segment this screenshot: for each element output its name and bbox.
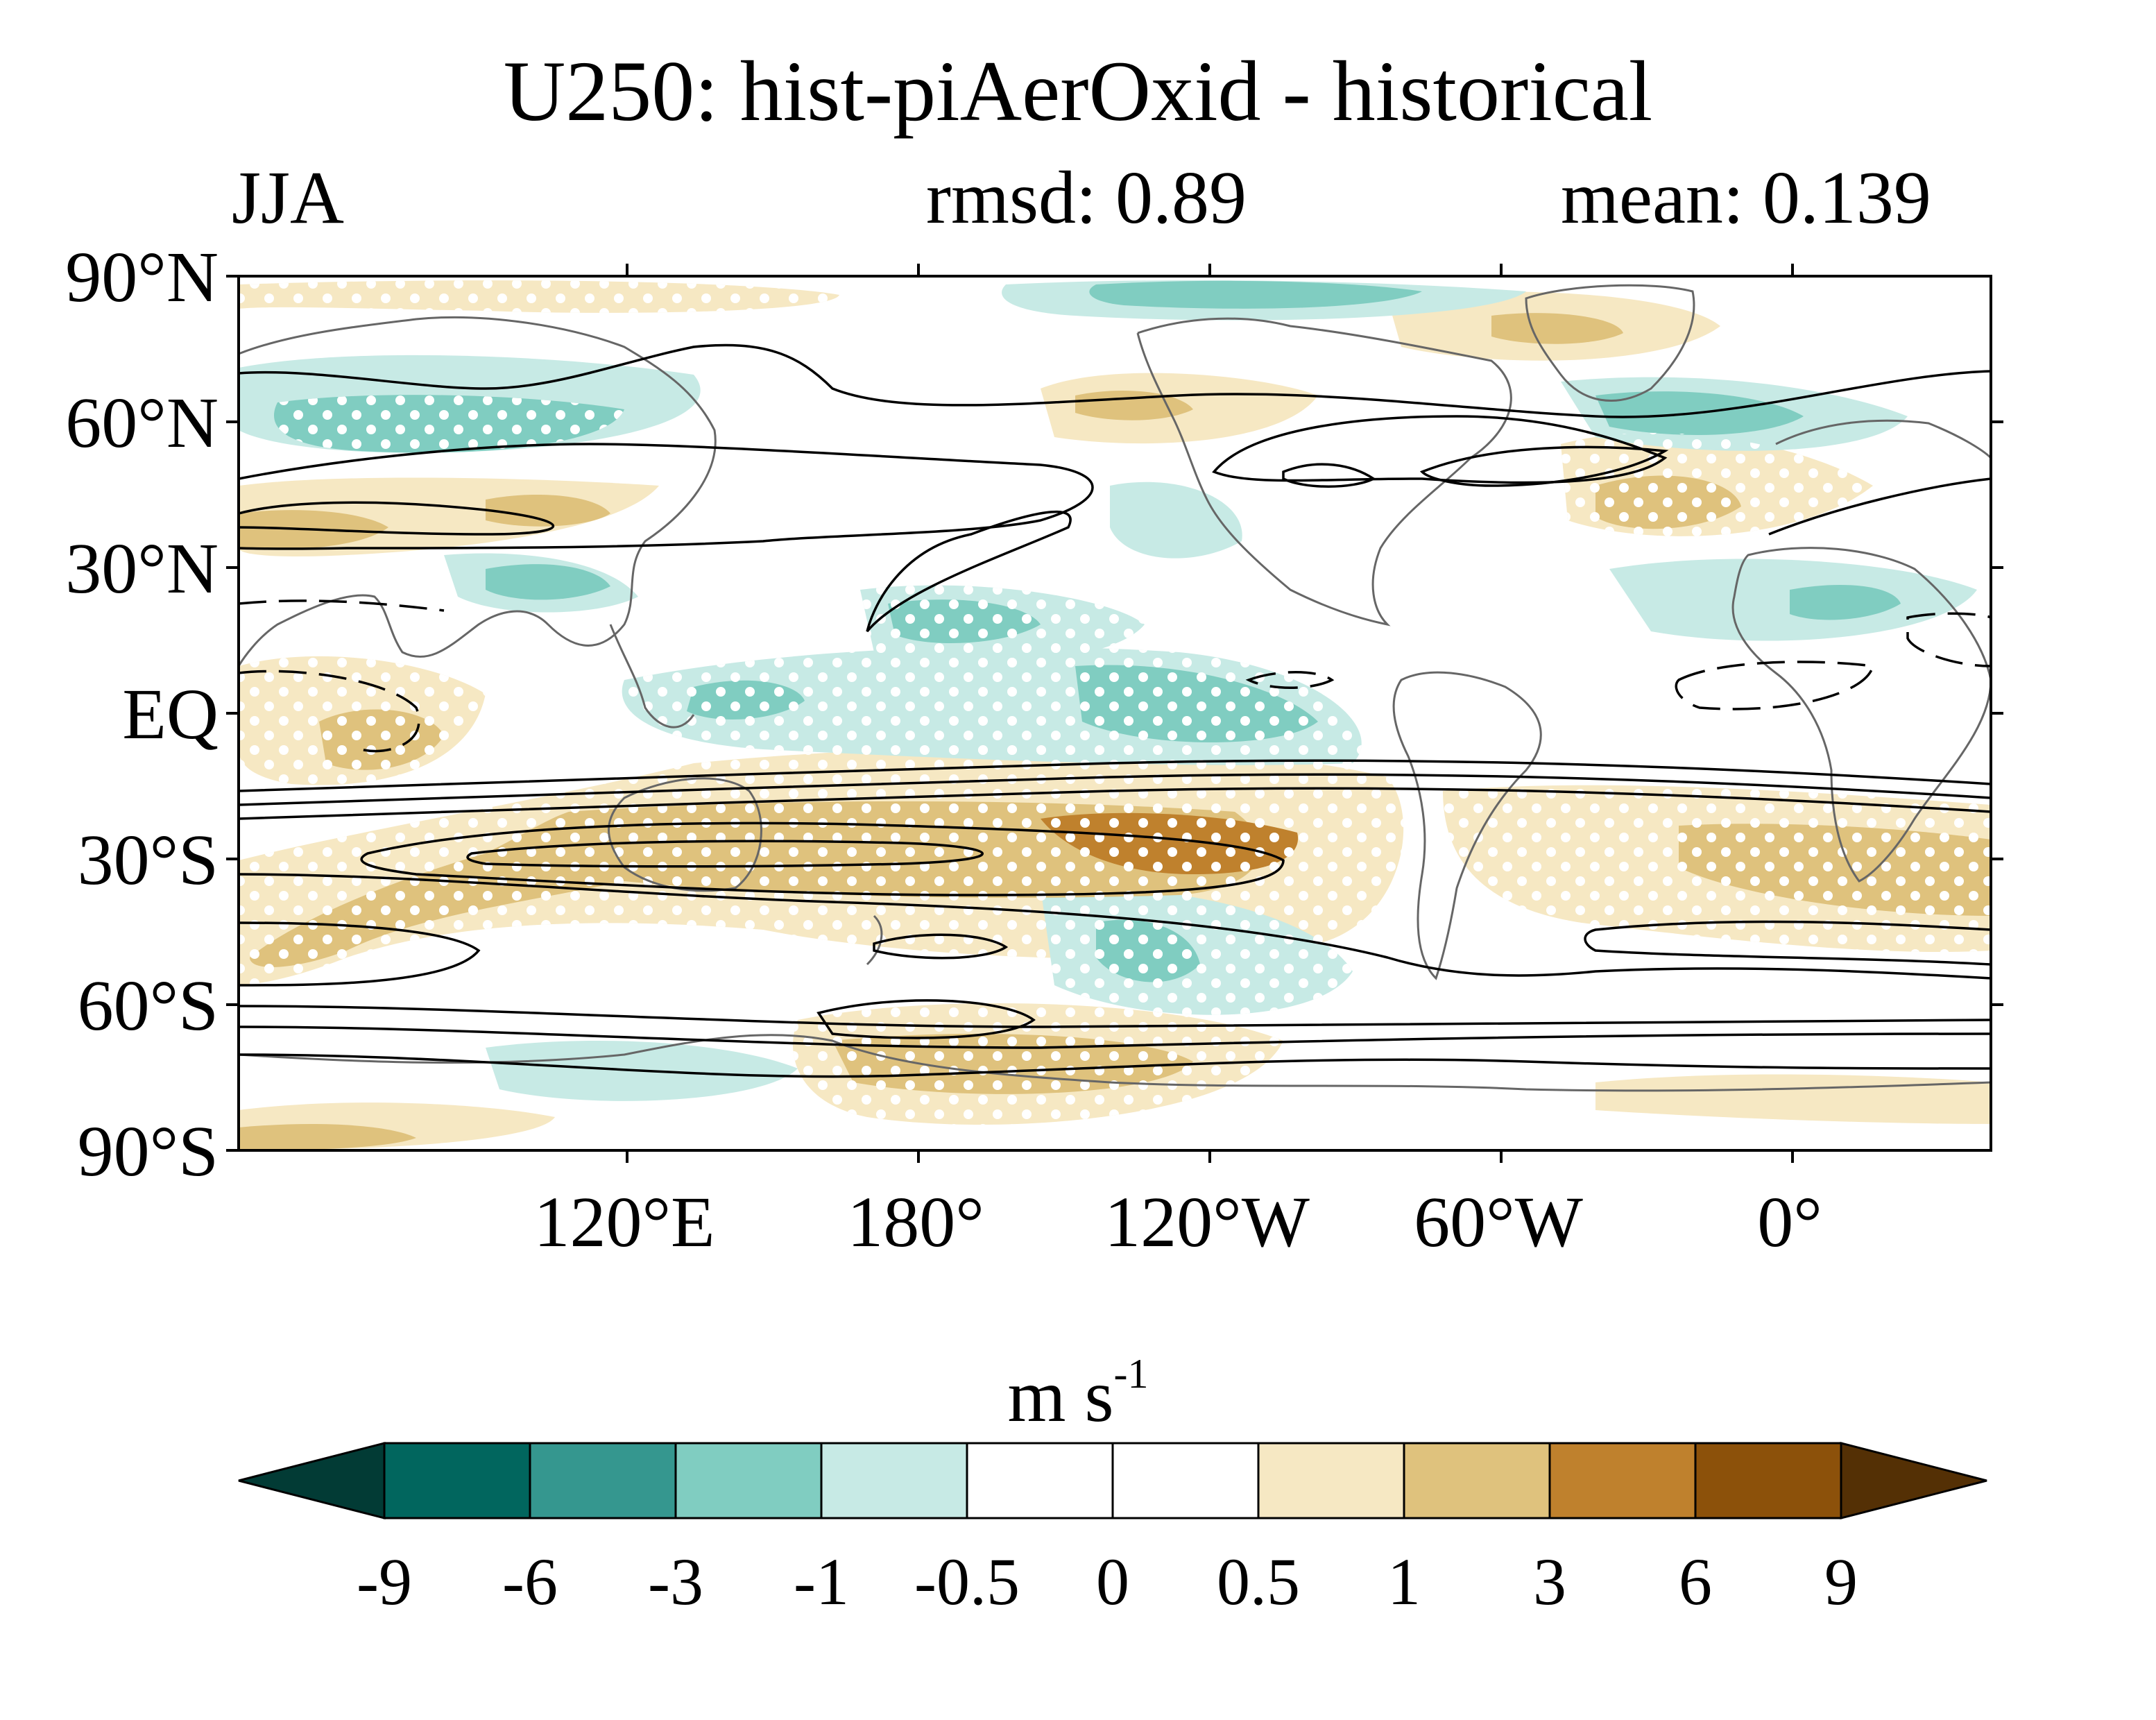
- contour-line: [239, 787, 1991, 820]
- colorbar-tick-label: -9: [357, 1544, 412, 1619]
- axis-ticks: [226, 264, 2003, 1163]
- positive-anomaly-region: [1491, 313, 1623, 344]
- contour-line: [1675, 661, 1875, 710]
- contour-line: [239, 759, 1991, 792]
- contour-line: [1245, 671, 1335, 689]
- negative-anomaly-region: [1790, 584, 1901, 620]
- lat-label-eq: EQ: [122, 674, 219, 754]
- contour-line: [239, 670, 420, 753]
- negative-contours: [239, 599, 1991, 753]
- colorbar-extend-low: [238, 1442, 386, 1519]
- contour-line: [1906, 612, 1991, 667]
- positive-anomaly-region: [1595, 1074, 1991, 1124]
- lat-label-90s: 90°S: [77, 1112, 219, 1191]
- contour-line: [1212, 415, 1668, 484]
- contour-line: [239, 599, 445, 612]
- colorbar-tick-label: 9: [1824, 1544, 1858, 1619]
- colorbar-tick-label: -1: [794, 1544, 849, 1619]
- lat-label-90n: 90°N: [65, 237, 219, 317]
- contour-line: [1282, 463, 1376, 488]
- coastline-new-zealand: [866, 914, 883, 966]
- contour-line: [466, 840, 984, 868]
- positive-anomaly-region: [239, 1124, 416, 1150]
- mean-label: mean: 0.139: [1561, 157, 1931, 239]
- lat-label-60n: 60°N: [65, 383, 219, 463]
- lon-label-120w: 120°W: [1104, 1182, 1310, 1262]
- contour-line: [816, 999, 1036, 1039]
- contour-line: [239, 921, 481, 987]
- coastline-africa: [1731, 547, 1991, 883]
- lat-label-30s: 30°S: [77, 820, 219, 900]
- colorbar-bin: [966, 1442, 1114, 1519]
- contour-line: [239, 501, 554, 536]
- coastline-south-america: [1392, 671, 1542, 980]
- contour-line: [239, 1005, 1991, 1028]
- lon-label-60w: 60°W: [1414, 1182, 1583, 1262]
- coastlines: [239, 284, 1991, 1092]
- lon-label-120e: 120°E: [533, 1182, 715, 1262]
- lat-label-60s: 60°S: [77, 966, 219, 1046]
- colorbar-bin: [383, 1442, 531, 1519]
- coastline-europe: [1775, 419, 1991, 459]
- lon-label-0: 0°: [1757, 1182, 1822, 1262]
- coastline-greenland: [1525, 284, 1695, 402]
- lat-label-30n: 30°N: [65, 529, 219, 608]
- map-title: U250: hist-piAerOxid - historical: [503, 44, 1653, 139]
- climatology-contours: [239, 343, 1991, 1078]
- colorbar-bin: [1548, 1442, 1697, 1519]
- contour-line: [239, 1053, 1991, 1078]
- colorbar-bin: [1694, 1442, 1842, 1519]
- contour-line: [239, 343, 1991, 418]
- colorbar-tick-label: 1: [1387, 1544, 1421, 1619]
- contour-line: [239, 773, 1991, 806]
- contour-line: [1419, 445, 1669, 487]
- positive-anomaly-region: [486, 494, 610, 527]
- season-label: JJA: [232, 157, 345, 239]
- rmsd-label: rmsd: 0.89: [926, 157, 1247, 239]
- colorbar-tick-label: 6: [1679, 1544, 1712, 1619]
- coastline-eurasia: [239, 316, 717, 667]
- colorbar-bin: [674, 1442, 823, 1519]
- colorbar-bin: [1257, 1442, 1405, 1519]
- colorbar-tick-label: 0: [1096, 1544, 1129, 1619]
- colorbar-tick-label: -3: [648, 1544, 703, 1619]
- contour-line: [873, 933, 1009, 960]
- colorbar-bin: [1111, 1442, 1260, 1519]
- colorbar-bin: [820, 1442, 968, 1519]
- contour-line: [1584, 920, 1991, 966]
- contour-line: [239, 1025, 1991, 1049]
- lon-label-180: 180°: [847, 1182, 984, 1262]
- contour-line: [1768, 477, 1991, 536]
- colorbar-tick-label: 3: [1533, 1544, 1566, 1619]
- anomaly-field: [239, 280, 1991, 1150]
- colorbar-tick-label: 0.5: [1217, 1544, 1300, 1619]
- contour-line: [360, 821, 1285, 896]
- contour-line: [239, 873, 1991, 980]
- coastline-north-america: [1136, 317, 1512, 627]
- colorbar-bin: [1403, 1442, 1551, 1519]
- colorbar: [238, 1442, 1987, 1519]
- colorbar-extend-high: [1840, 1442, 1987, 1519]
- contour-line: [866, 510, 1072, 633]
- colorbar-tick-label: -0.5: [914, 1544, 1020, 1619]
- negative-anomaly-region: [486, 564, 610, 600]
- negative-anomaly-region: [1110, 482, 1242, 559]
- coastline-southeast-asia: [609, 624, 695, 729]
- colorbar-tick-label: -6: [502, 1544, 558, 1619]
- coastline-antarctica: [239, 1034, 1991, 1092]
- colorbar-bin: [529, 1442, 677, 1519]
- negative-anomaly-region: [1089, 280, 1422, 309]
- colorbar-unit: m s-1: [1007, 1351, 1149, 1438]
- coastline-australia: [608, 777, 762, 892]
